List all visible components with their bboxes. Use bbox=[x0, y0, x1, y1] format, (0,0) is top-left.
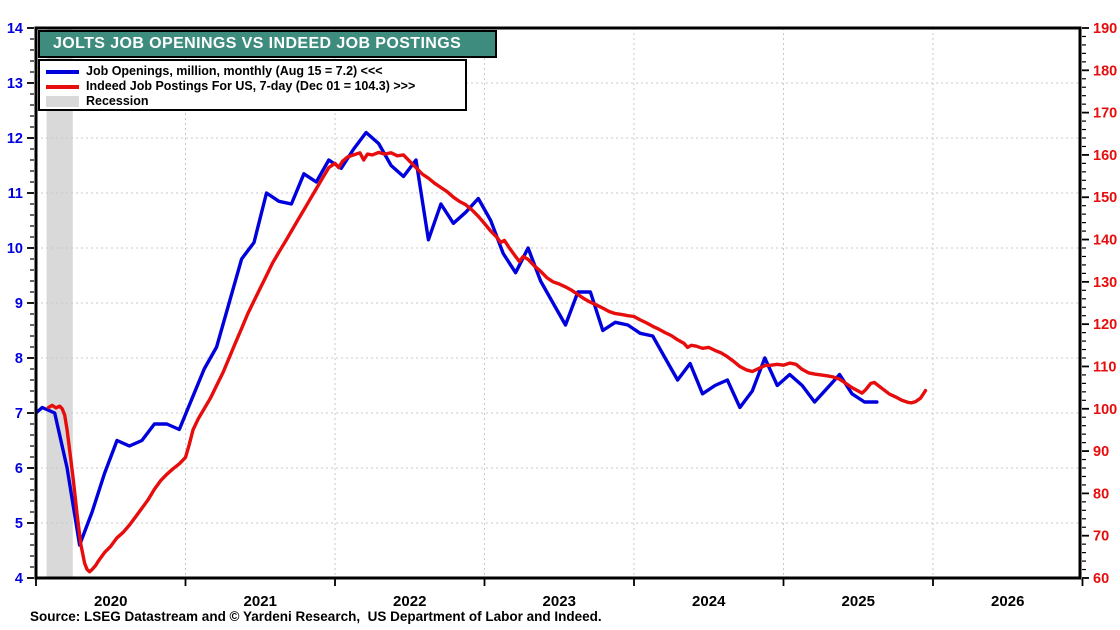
right-axis-tick-label: 160 bbox=[1093, 148, 1117, 164]
left-axis-tick-label: 14 bbox=[7, 21, 23, 37]
year-tick-label: 2025 bbox=[842, 593, 875, 610]
legend-box: Job Openings, million, monthly (Aug 15 =… bbox=[38, 59, 467, 111]
chart-title: JOLTS JOB OPENINGS VS INDEED JOB POSTING… bbox=[53, 35, 462, 52]
year-tick-label: 2026 bbox=[991, 593, 1024, 610]
axis-labels: 4 5 6 7 8 9 10 11 12 13 14 60 70 80 90 100 110 120 130 140 1… bbox=[7, 21, 1117, 610]
right-axis-tick-label: 140 bbox=[1093, 233, 1117, 249]
plot-border bbox=[34, 26, 1082, 580]
left-axis-tick-label: 10 bbox=[7, 241, 23, 257]
right-axis-tick-label: 60 bbox=[1093, 571, 1109, 587]
left-axis-tick-label: 11 bbox=[8, 186, 23, 202]
left-axis-tick-label: 8 bbox=[15, 351, 23, 367]
right-axis-tick-label: 190 bbox=[1093, 21, 1117, 37]
right-axis-tick-label: 70 bbox=[1093, 529, 1109, 545]
legend-line-swatch bbox=[46, 84, 79, 89]
axis-ticks bbox=[27, 27, 1089, 586]
left-axis-tick-label: 4 bbox=[15, 571, 23, 587]
legend-item-label: Recession bbox=[86, 94, 149, 108]
legend-item: Recession bbox=[46, 94, 465, 109]
indeed-postings-line bbox=[46, 150, 928, 574]
year-tick-label: 2023 bbox=[543, 593, 576, 610]
legend-line-swatch bbox=[46, 69, 79, 74]
plot-area bbox=[36, 28, 1080, 578]
right-axis-tick-label: 80 bbox=[1093, 486, 1109, 502]
legend-item-label: Job Openings, million, monthly (Aug 15 =… bbox=[86, 64, 383, 78]
left-axis-tick-label: 6 bbox=[15, 461, 23, 477]
right-axis-tick-label: 130 bbox=[1093, 275, 1117, 291]
right-axis-tick-label: 110 bbox=[1093, 359, 1116, 375]
chart-title-bar: JOLTS JOB OPENINGS VS INDEED JOB POSTING… bbox=[38, 30, 497, 58]
right-axis-tick-label: 100 bbox=[1093, 402, 1117, 418]
source-attribution: Source: LSEG Datastream and © Yardeni Re… bbox=[30, 609, 602, 624]
recession-swatch bbox=[46, 96, 79, 107]
year-tick-label: 2020 bbox=[94, 593, 127, 610]
year-tick-label: 2024 bbox=[692, 593, 726, 610]
gridlines bbox=[36, 28, 1080, 578]
right-axis-tick-label: 170 bbox=[1093, 106, 1117, 122]
legend-item: Job Openings, million, monthly (Aug 15 =… bbox=[46, 64, 465, 79]
left-axis-tick-label: 5 bbox=[15, 516, 23, 532]
legend-item: Indeed Job Postings For US, 7-day (Dec 0… bbox=[46, 79, 465, 94]
right-axis-tick-label: 90 bbox=[1093, 444, 1109, 460]
left-axis-tick-label: 12 bbox=[7, 131, 23, 147]
right-axis-tick-label: 150 bbox=[1093, 190, 1117, 206]
legend-item-label: Indeed Job Postings For US, 7-day (Dec 0… bbox=[86, 79, 416, 93]
right-axis-tick-label: 120 bbox=[1093, 317, 1117, 333]
year-tick-label: 2022 bbox=[393, 593, 426, 610]
right-axis-tick-label: 180 bbox=[1093, 63, 1117, 79]
left-axis-tick-label: 9 bbox=[15, 296, 23, 312]
job-openings-line bbox=[36, 130, 879, 547]
left-axis-tick-label: 7 bbox=[15, 406, 23, 422]
left-axis-tick-label: 13 bbox=[7, 76, 23, 92]
year-tick-label: 2021 bbox=[244, 593, 277, 610]
